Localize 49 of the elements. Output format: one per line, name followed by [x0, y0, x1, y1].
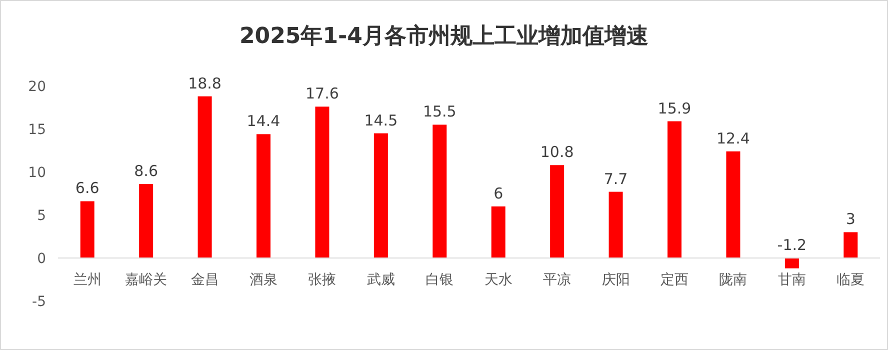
y-tick-label: 0	[37, 251, 46, 267]
x-tick-label: 定西	[660, 272, 688, 288]
data-label: 14.5	[364, 111, 398, 130]
y-tick-label: -5	[32, 294, 46, 310]
x-tick-label: 庆阳	[602, 272, 630, 288]
y-tick-label: 10	[28, 165, 46, 181]
x-tick-label: 武威	[366, 272, 395, 288]
data-label: 3	[846, 210, 856, 228]
bar	[256, 134, 270, 258]
bar	[726, 151, 740, 258]
x-tick-label: 兰州	[73, 272, 102, 288]
y-tick-label: 5	[37, 208, 46, 224]
x-tick-label: 张掖	[308, 272, 336, 288]
x-tick-label: 天水	[484, 272, 512, 288]
data-label: 17.6	[306, 84, 339, 103]
bar	[315, 106, 330, 258]
data-label: -1.2	[777, 236, 807, 254]
data-label: 14.4	[246, 112, 280, 130]
x-tick-label: 临夏	[836, 272, 865, 288]
bar	[80, 201, 94, 258]
data-label: 10.8	[540, 143, 574, 162]
bar	[550, 165, 564, 258]
bar	[608, 192, 623, 258]
data-label: 6.6	[75, 179, 100, 198]
x-tick-label: 嘉峪关	[125, 272, 168, 288]
bar	[198, 96, 212, 258]
data-label: 12.4	[716, 129, 750, 148]
bar	[139, 184, 154, 258]
data-label: 18.8	[188, 74, 222, 92]
x-tick-label: 白银	[426, 272, 454, 288]
bar	[432, 124, 447, 258]
bar	[491, 206, 506, 258]
y-tick-label: 15	[28, 122, 46, 138]
chart-title: 2025年1-4月各市州规上工业增加值增速	[240, 23, 648, 49]
bar	[784, 258, 799, 268]
data-label: 15.5	[422, 102, 456, 121]
bar	[844, 232, 858, 258]
bar	[374, 133, 388, 258]
x-tick-label: 甘南	[778, 272, 806, 288]
data-label: 8.6	[134, 162, 158, 180]
data-label: 15.9	[658, 99, 692, 118]
x-tick-label: 陇南	[719, 272, 748, 288]
bar	[668, 121, 682, 258]
y-tick-label: 20	[28, 79, 46, 95]
data-label: 6	[494, 184, 504, 202]
x-tick-label: 金昌	[190, 272, 219, 288]
x-tick-label: 酒泉	[250, 272, 278, 288]
x-tick-label: 平凉	[543, 272, 572, 288]
data-label: 7.7	[604, 170, 628, 188]
